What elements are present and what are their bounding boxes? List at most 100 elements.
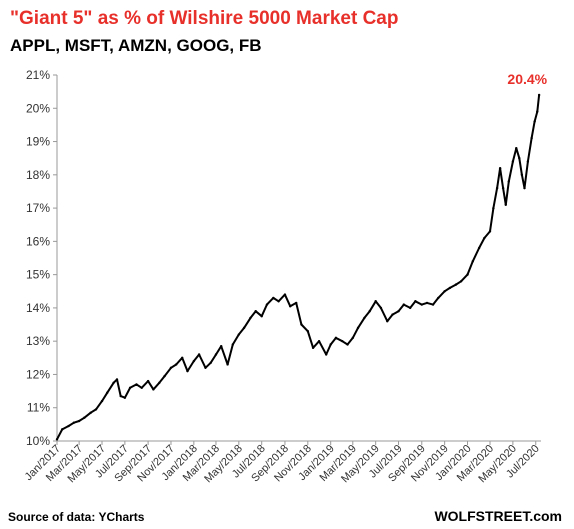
data-point [192, 359, 196, 363]
y-tick-label: 14% [26, 301, 50, 315]
data-point [94, 408, 98, 411]
data-point [61, 428, 64, 431]
data-point [169, 366, 173, 369]
data-point [288, 305, 292, 308]
chart-title: "Giant 5" as % of Wilshire 5000 Market C… [10, 8, 399, 29]
y-tick-label: 17% [26, 201, 50, 215]
data-point [237, 333, 241, 336]
data-point [115, 378, 119, 381]
data-point [498, 166, 502, 170]
data-point [220, 344, 223, 348]
data-point [186, 369, 189, 373]
data-point [471, 260, 474, 263]
annotations: 20.4% [507, 71, 547, 87]
series-line [56, 94, 541, 441]
data-point [163, 374, 166, 378]
data-point [197, 353, 201, 356]
y-tick-label: 10% [26, 434, 50, 448]
data-point [260, 315, 263, 318]
y-tick-label: 15% [26, 268, 50, 282]
data-point [181, 356, 184, 360]
data-point [518, 156, 521, 160]
y-tick-label: 21% [26, 68, 50, 82]
data-point [536, 110, 539, 113]
data-point [523, 186, 526, 190]
data-point [488, 230, 492, 233]
data-point [420, 303, 423, 306]
data-point [254, 310, 257, 313]
data-point [55, 438, 59, 441]
data-point [368, 310, 371, 313]
data-point [119, 394, 122, 398]
last-value-annotation: 20.4% [507, 71, 547, 87]
data-point [146, 379, 150, 383]
data-point [437, 296, 440, 300]
data-point [152, 388, 155, 391]
data-point [106, 391, 109, 394]
data-points [55, 93, 541, 441]
data-point [459, 280, 463, 283]
data-point [511, 160, 515, 163]
data-point [374, 300, 377, 303]
data-source-note: Source of data: YCharts [8, 510, 145, 524]
data-point [448, 286, 452, 290]
data-point [317, 339, 321, 343]
data-point [128, 386, 132, 389]
data-point [454, 283, 458, 286]
y-tick-label: 19% [26, 135, 50, 149]
data-point [391, 313, 394, 316]
x-axis: Jan/2017Mar/2017May/2017Jul/2017Sep/2017… [23, 440, 542, 485]
data-point [283, 293, 287, 296]
data-point [443, 290, 446, 293]
data-point [526, 160, 530, 163]
data-point [504, 203, 507, 206]
data-point [329, 343, 332, 346]
y-tick-label: 16% [26, 234, 50, 248]
data-point [100, 399, 104, 403]
data-point [386, 320, 389, 323]
data-point [311, 346, 315, 350]
data-point [537, 93, 541, 97]
data-point [72, 421, 76, 424]
data-point [231, 343, 235, 346]
data-point [431, 303, 435, 306]
data-point [272, 296, 275, 300]
data-point [214, 353, 218, 356]
y-tick-label: 11% [27, 401, 50, 415]
data-point [495, 186, 499, 190]
data-point [334, 336, 338, 340]
data-point [209, 361, 212, 365]
data-point [123, 396, 127, 399]
data-point [158, 381, 161, 384]
data-point [306, 330, 310, 333]
data-point [507, 180, 510, 183]
data-point [300, 323, 303, 326]
data-point [356, 326, 360, 330]
y-axis: 10% 11% 12% 13% 14% 15% 16% 17% 18% 19% 20% 21% [26, 68, 58, 448]
data-point [530, 137, 533, 140]
chart-subtitle: APPL, MSFT, AMZN, GOOG, FB [10, 36, 262, 55]
data-point [520, 173, 524, 177]
data-point [492, 206, 495, 210]
y-tick-label: 12% [26, 367, 50, 381]
data-point [408, 306, 412, 310]
data-point [533, 120, 536, 123]
data-point [140, 386, 143, 389]
brand-logo-text: WOLFSTREET.com [434, 508, 562, 524]
data-point [346, 343, 349, 346]
data-point [363, 316, 366, 320]
data-point [67, 424, 70, 428]
data-point [89, 411, 92, 414]
data-point [414, 300, 417, 303]
data-point [83, 416, 86, 419]
data-point [515, 147, 518, 150]
data-point [425, 301, 429, 305]
data-point [77, 419, 81, 423]
data-point [277, 300, 280, 303]
data-point [226, 363, 229, 366]
data-point [341, 339, 344, 343]
y-tick-label: 13% [26, 334, 50, 348]
data-point [265, 303, 269, 306]
data-point [379, 306, 383, 310]
